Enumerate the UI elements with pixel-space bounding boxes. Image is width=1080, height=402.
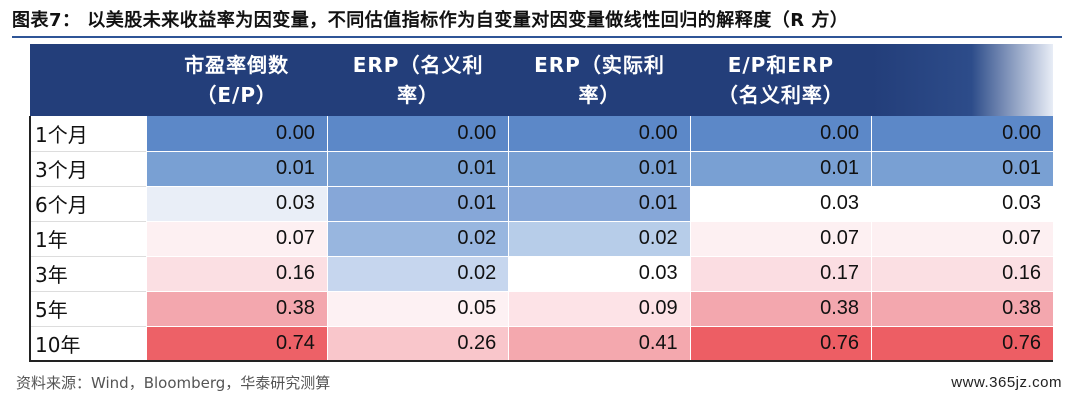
title-underline [12,36,1062,38]
table-row: 10年 0.74 0.26 0.41 0.76 0.76 [29,325,1053,362]
table-header-row: 市盈率倒数 （E/P） ERP（名义利 率） ERP（实际利 率） E/P和ER… [30,44,1053,116]
value-cell: 0.74 [145,325,328,362]
value-cell: 0.00 [689,116,872,151]
value-cell: 0.03 [145,185,328,221]
value-cell: 0.16 [145,255,328,291]
value-cell: 0.03 [689,185,872,221]
value-cell: 0.02 [326,255,509,291]
value-cell: 0.01 [326,150,509,186]
header-erp-real-line2: 率） [578,83,621,107]
header-erp-nominal: ERP（名义利 率） [327,44,509,116]
header-erp-nominal-line2: 率） [397,83,440,107]
table-row: 3个月 0.01 0.01 0.01 0.01 0.01 [29,150,1053,186]
regression-table-container: 市盈率倒数 （E/P） ERP（名义利 率） ERP（实际利 率） E/P和ER… [29,44,1053,362]
header-corner-cell [30,44,146,116]
value-cell: 0.02 [508,220,691,256]
value-cell: 0.38 [689,290,872,326]
header-ep-and-erp-line1: E/P和ERP [727,53,835,77]
value-cell: 0.01 [508,150,691,186]
source-note: 资料来源：Wind，Bloomberg，华泰研究测算 [16,374,331,392]
header-ep-and-erp: E/P和ERP （名义利率） [690,44,872,116]
header-last-column [871,44,1053,116]
value-cell: 0.05 [326,290,509,326]
value-cell: 0.38 [145,290,328,326]
value-cell: 0.07 [689,220,872,256]
value-cell: 0.01 [326,185,509,221]
value-cell: 0.26 [326,325,509,362]
value-cell: 0.41 [508,325,691,362]
value-cell: 0.76 [871,325,1053,362]
figure-title: 图表7： 以美股未来收益率为因变量，不同估值指标作为自变量对因变量做线性回归的解… [12,10,849,31]
value-cell: 0.07 [145,220,328,256]
value-cell: 0.16 [871,255,1053,291]
row-label: 5年 [29,290,146,326]
value-cell: 0.01 [689,150,872,186]
value-cell: 0.03 [871,185,1053,221]
value-cell: 0.03 [508,255,691,291]
header-erp-real-line1: ERP（实际利 [534,53,665,77]
row-label: 10年 [29,325,146,362]
value-cell: 0.00 [145,116,328,151]
table-row: 1个月 0.00 0.00 0.00 0.00 0.00 [29,116,1053,151]
value-cell: 0.00 [326,116,509,151]
value-cell: 0.09 [508,290,691,326]
row-label: 3个月 [29,150,146,186]
regression-r2-table: 市盈率倒数 （E/P） ERP（名义利 率） ERP（实际利 率） E/P和ER… [29,44,1053,362]
header-ep: 市盈率倒数 （E/P） [146,44,328,116]
value-cell: 0.02 [326,220,509,256]
row-label: 6个月 [29,185,146,221]
value-cell: 0.01 [145,150,328,186]
header-ep-and-erp-line2: （名义利率） [717,83,844,107]
table-row: 3年 0.16 0.02 0.03 0.17 0.16 [29,255,1053,291]
value-cell: 0.00 [508,116,691,151]
table-row: 5年 0.38 0.05 0.09 0.38 0.38 [29,290,1053,326]
site-watermark: www.365jz.com [951,374,1062,391]
header-ep-line2: （E/P） [196,83,277,107]
row-label: 3年 [29,255,146,291]
value-cell: 0.07 [871,220,1053,256]
value-cell: 0.38 [871,290,1053,326]
value-cell: 0.01 [508,185,691,221]
value-cell: 0.01 [871,150,1053,186]
row-label: 1年 [29,220,146,256]
value-cell: 0.00 [871,116,1053,151]
value-cell: 0.17 [689,255,872,291]
table-row: 6个月 0.03 0.01 0.01 0.03 0.03 [29,185,1053,221]
value-cell: 0.76 [689,325,872,362]
header-erp-real: ERP（实际利 率） [508,44,691,116]
table-row: 1年 0.07 0.02 0.02 0.07 0.07 [29,220,1053,256]
row-label: 1个月 [29,116,146,151]
table-body: 1个月 0.00 0.00 0.00 0.00 0.00 3个月 0.01 0.01 0.01 0.… [29,116,1053,362]
header-ep-line1: 市盈率倒数 [184,53,290,77]
header-erp-nominal-line1: ERP（名义利 [352,53,484,77]
